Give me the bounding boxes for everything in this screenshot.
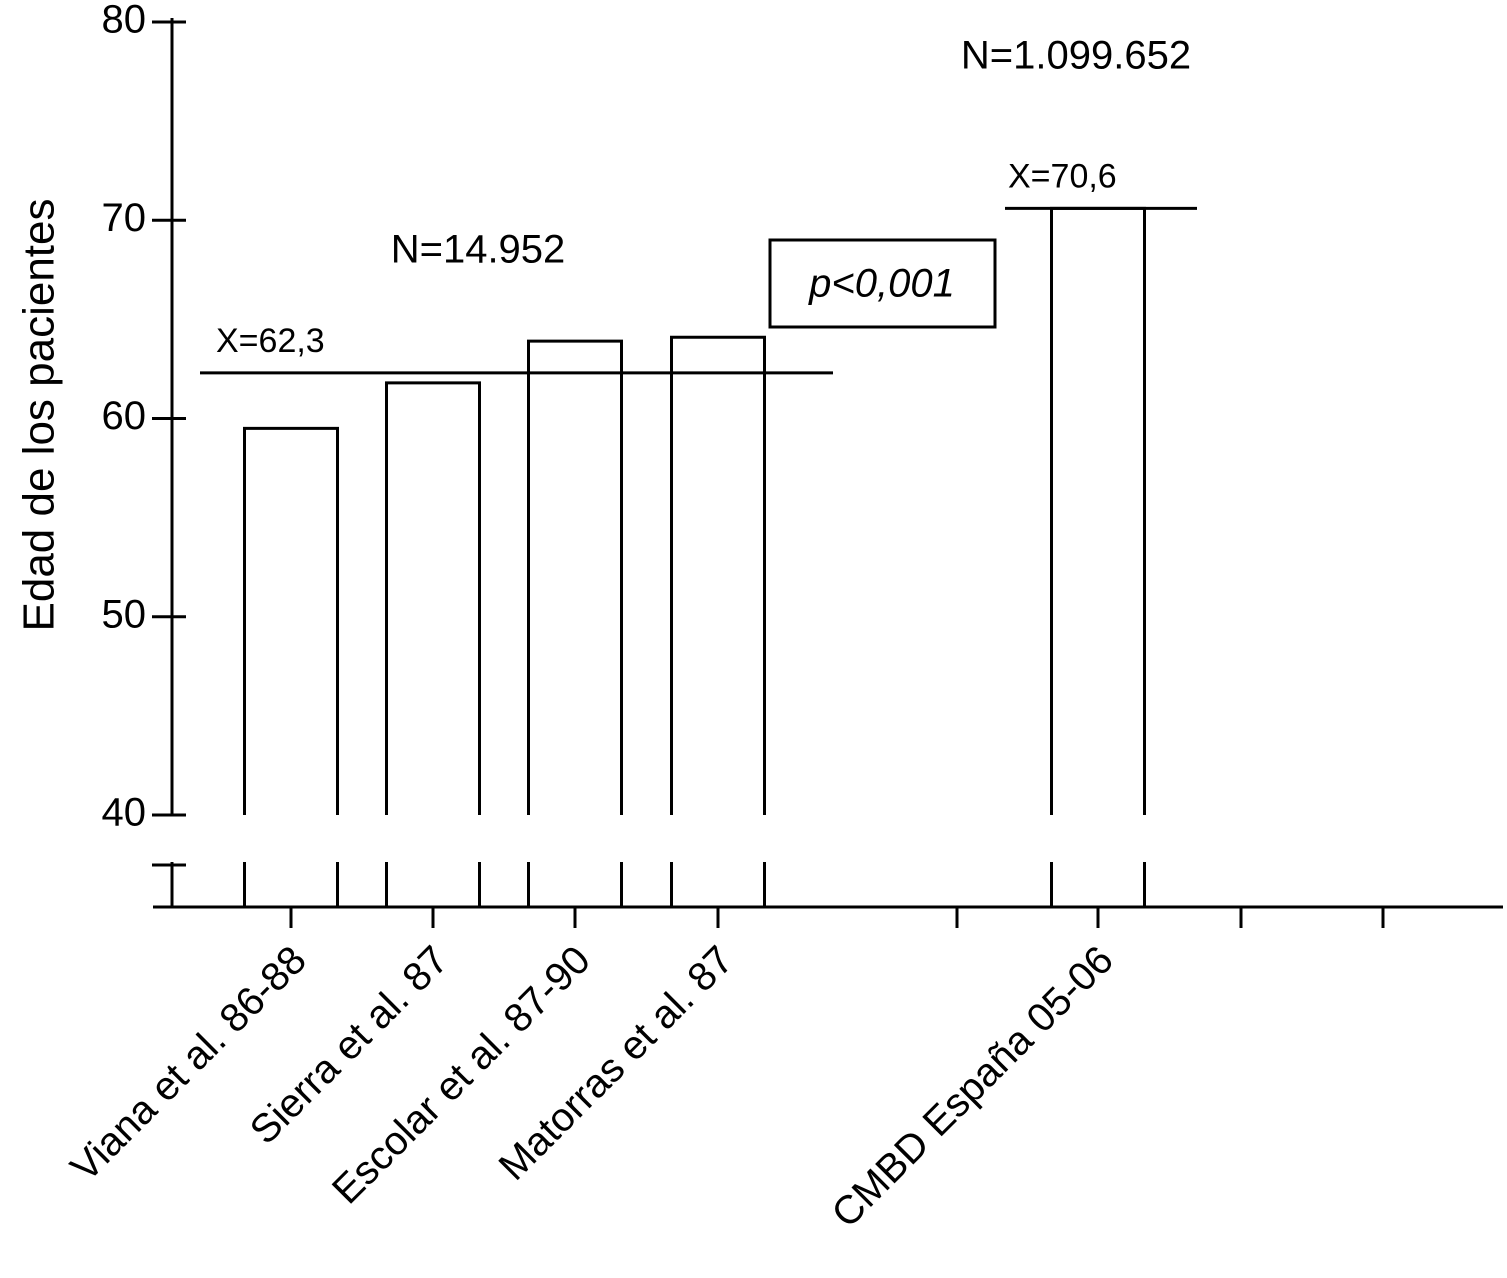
annotation: N=14.952: [391, 228, 566, 272]
mean-label: X=70,6: [1008, 157, 1117, 195]
annotation: N=1.099.652: [961, 34, 1191, 78]
y-tick-label: 60: [102, 394, 147, 438]
bar: [385, 381, 481, 815]
x-tick-label: Escolar et al. 87-90: [324, 938, 599, 1213]
x-tick-label: Viana et al. 86-88: [63, 938, 315, 1190]
x-tick-label: Matorras et al. 87: [491, 938, 742, 1189]
y-axis-label: Edad de los pacientes: [15, 199, 64, 632]
annotation: p<0,001: [808, 262, 955, 306]
mean-label: X=62,3: [216, 322, 325, 360]
y-tick-label: 80: [102, 0, 147, 42]
bar: [527, 339, 623, 815]
bar: [670, 335, 766, 815]
bar: [1050, 206, 1146, 815]
annotation-box: [768, 238, 997, 329]
x-tick-label: CMBD España 05-06: [823, 938, 1121, 1236]
y-tick-label: 50: [102, 592, 147, 636]
y-tick-label: 70: [102, 196, 147, 240]
bar: [243, 426, 339, 815]
y-tick-label: 40: [102, 791, 147, 835]
